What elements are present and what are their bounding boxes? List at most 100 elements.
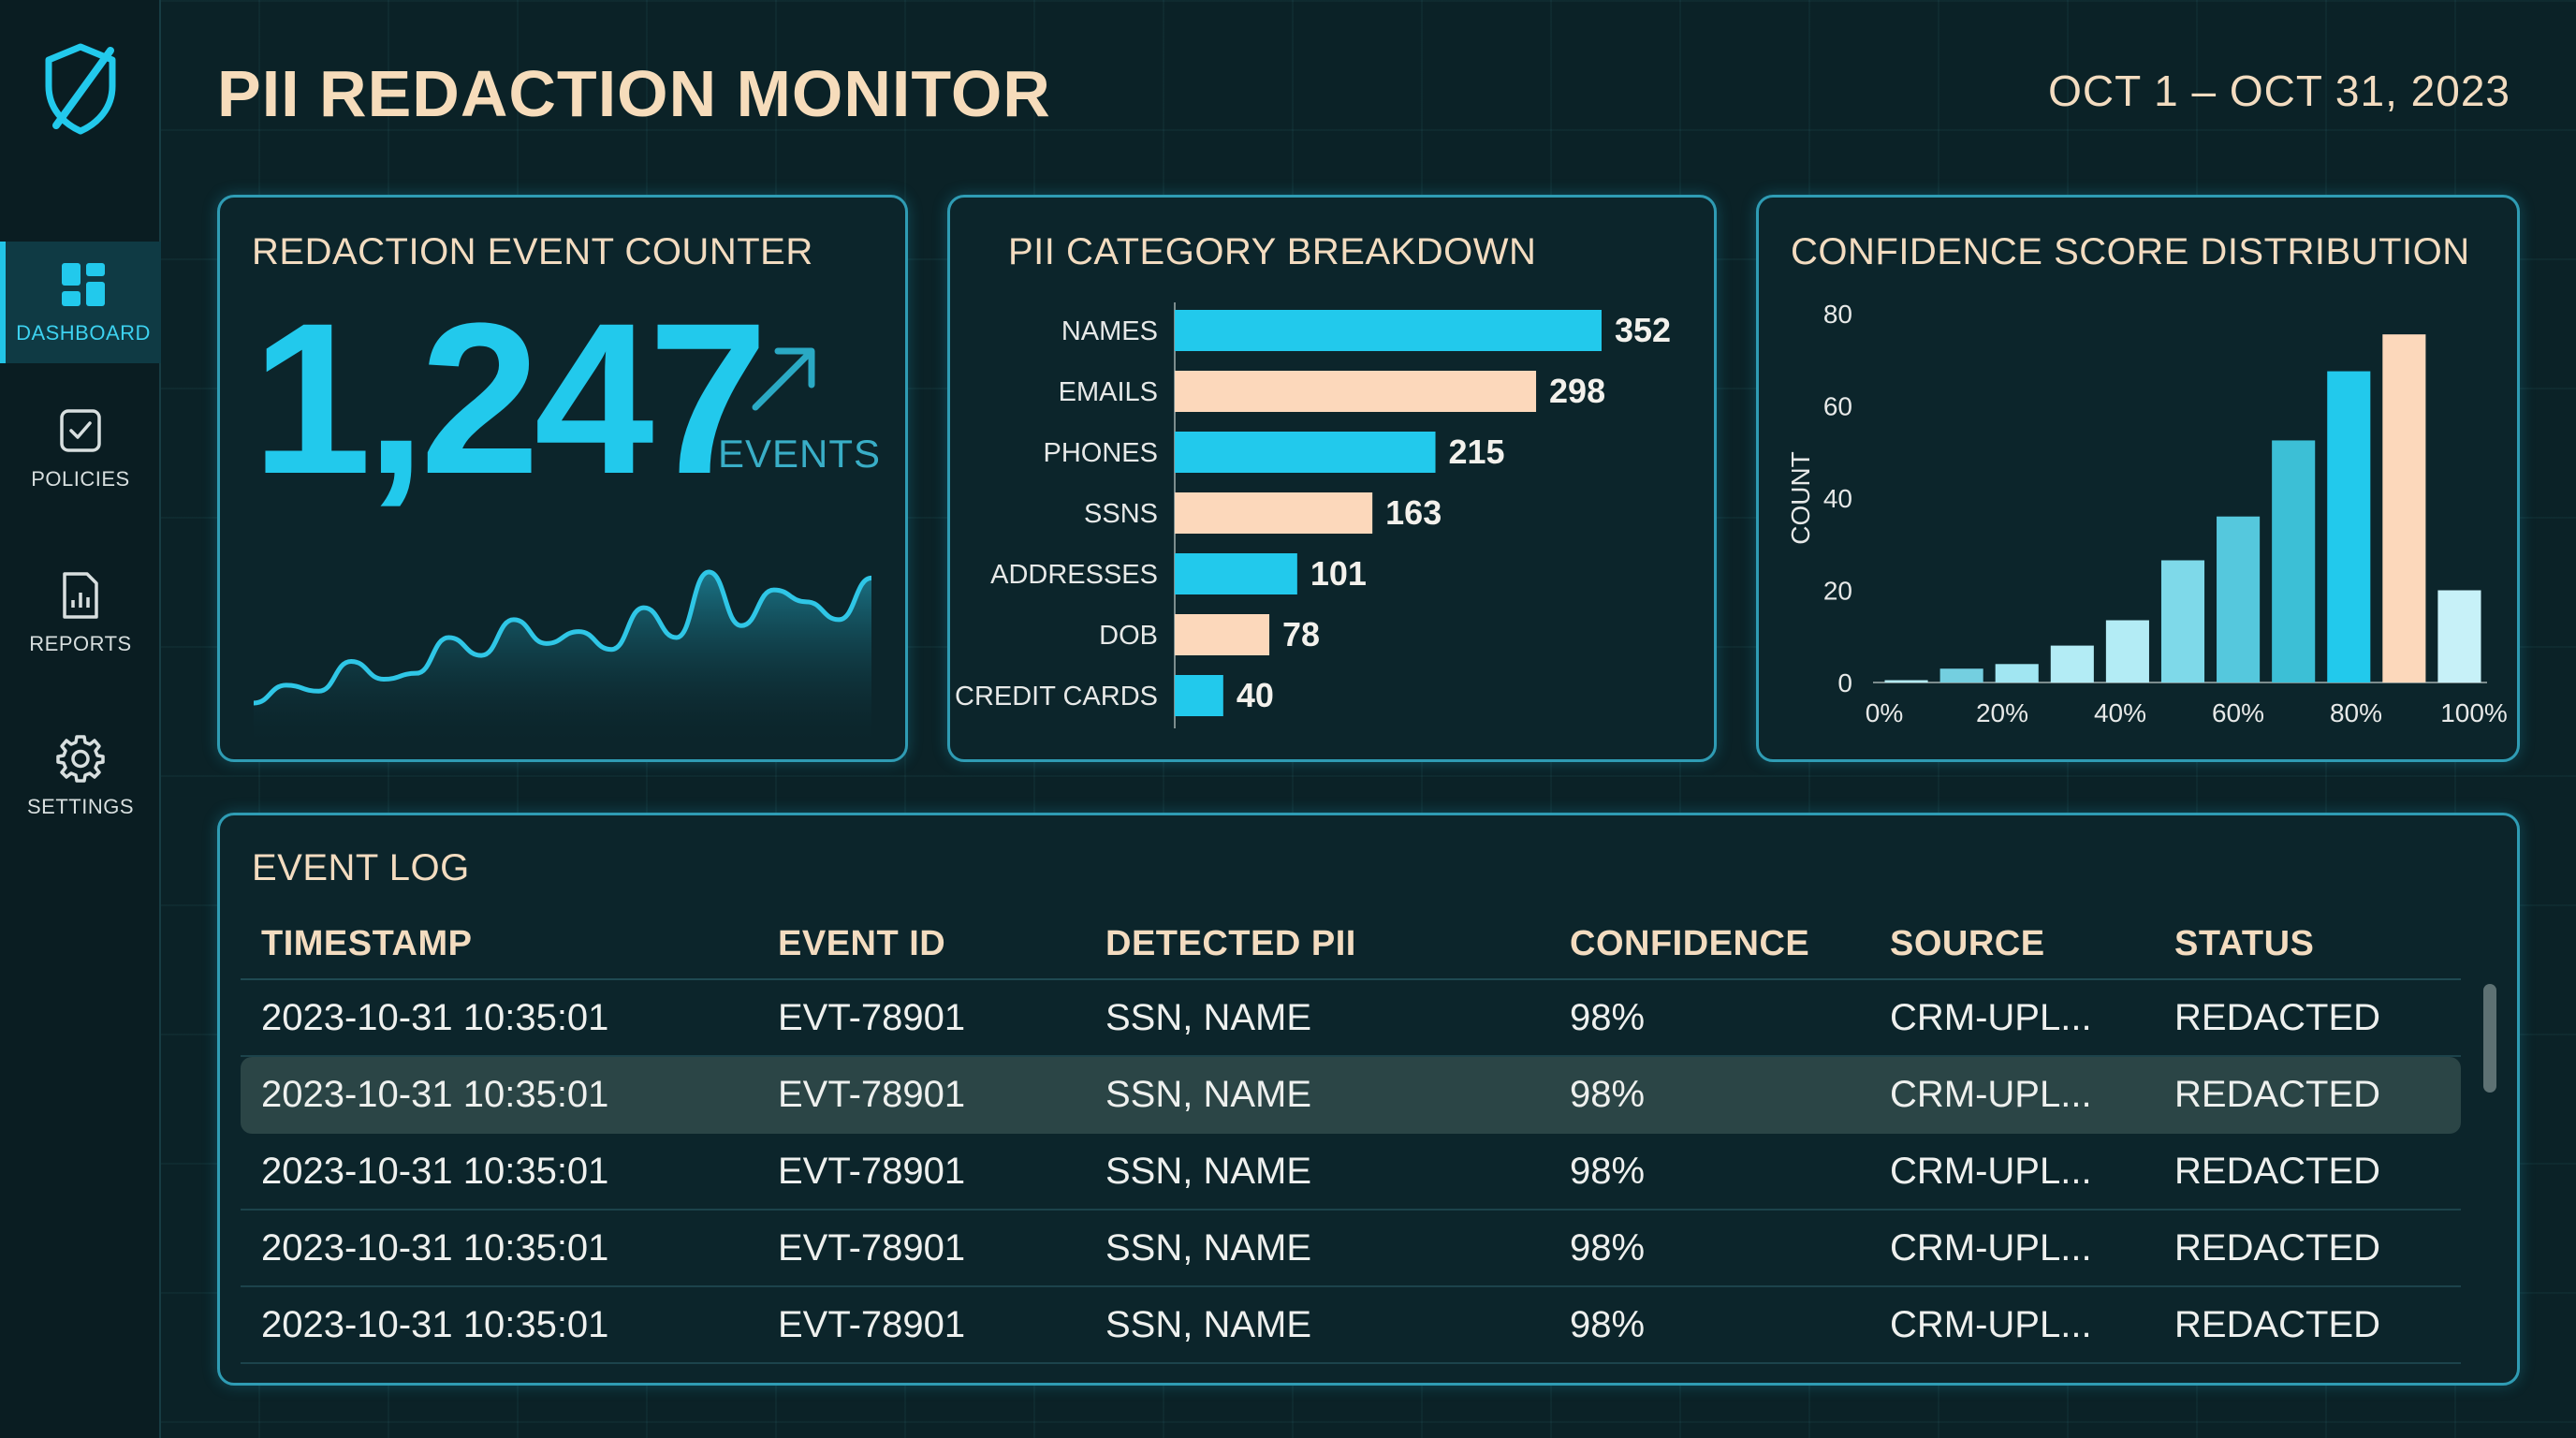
confidence-distribution-panel: CONFIDENCE SCORE DISTRIBUTION 0 20 40 60 80 C…	[1756, 195, 2520, 762]
sparkline-line	[254, 569, 871, 706]
event-count-value: 1,247	[252, 278, 768, 519]
cell-status: REDACTED	[2174, 996, 2381, 1038]
category-bar[interactable]	[1175, 614, 1270, 655]
event-log-panel: EVENT LOG TIMESTAMP EVENT ID DETECTED PI…	[217, 813, 2520, 1386]
category-value-label: 101	[1310, 554, 1367, 593]
cell-detected-pii: SSN, NAME	[1105, 1150, 1312, 1192]
sidebar-item-label: SETTINGS	[26, 795, 134, 818]
dashboard-icon	[62, 263, 105, 306]
cell-timestamp: 2023-10-31 10:35:01	[261, 1073, 609, 1115]
category-bar[interactable]	[1175, 553, 1297, 594]
histogram-bar[interactable]	[2160, 560, 2205, 682]
column-header-source[interactable]: SOURCE	[1890, 923, 2045, 963]
confidence-histogram-chart: 0 20 40 60 80 COUNT 0% 20% 40% 60% 80% 100%	[1786, 300, 2508, 727]
cell-detected-pii: SSN, NAME	[1105, 1303, 1312, 1345]
y-tick-label: 0	[1837, 668, 1852, 697]
table-row[interactable]: 2023-10-31 10:35:01 EVT-78901 SSN, NAME 98%…	[241, 1057, 2461, 1134]
category-bar[interactable]	[1175, 492, 1373, 534]
category-value-label: 163	[1385, 493, 1442, 532]
table-row[interactable]: 2023-10-31 10:35:01 EVT-78901 SSN, NAME 98%…	[241, 980, 2461, 1057]
category-value-label: 40	[1237, 676, 1274, 714]
event-trend-sparkline	[254, 569, 871, 741]
table-row[interactable]: 2023-10-31 10:35:01 EVT-78901 SSN, NAME 98%…	[241, 1211, 2461, 1287]
cell-timestamp: 2023-10-31 10:35:01	[261, 1226, 609, 1269]
sidebar-item-dashboard[interactable]: DASHBOARD	[0, 242, 161, 363]
column-header-event-id[interactable]: EVENT ID	[778, 923, 946, 963]
panel-title: CONFIDENCE SCORE DISTRIBUTION	[1791, 231, 2470, 272]
log-scrollbar-thumb[interactable]	[2483, 984, 2496, 1093]
sidebar-item-policies[interactable]: POLICIES	[0, 388, 161, 509]
category-label: NAMES	[1061, 316, 1158, 346]
category-bar[interactable]	[1175, 675, 1223, 716]
y-tick-label: 60	[1823, 392, 1852, 421]
cell-source: CRM-UPL...	[1890, 1226, 2092, 1269]
histogram-bar[interactable]	[2437, 590, 2481, 683]
panel-title: PII CATEGORY BREAKDOWN	[1008, 231, 1537, 272]
cell-timestamp: 2023-10-31 10:35:01	[261, 1150, 609, 1192]
log-scrollbar[interactable]	[2483, 984, 2496, 1358]
column-header-detected-pii[interactable]: DETECTED PII	[1105, 923, 1356, 963]
category-bar[interactable]	[1175, 432, 1436, 473]
pii-category-bar-chart: NAMES 352 EMAILS 298 PHONES 215 SSNS 163 ADDRESS…	[955, 302, 1671, 728]
cell-status: REDACTED	[2174, 1226, 2381, 1269]
report-chart-icon	[63, 572, 98, 619]
category-value-label: 298	[1549, 372, 1605, 410]
y-axis-label: COUNT	[1786, 451, 1815, 545]
cell-event-id: EVT-78901	[778, 1150, 966, 1192]
cell-event-id: EVT-78901	[778, 1226, 966, 1269]
histogram-bar[interactable]	[2272, 440, 2316, 682]
table-header: TIMESTAMP EVENT ID DETECTED PII CONFIDEN…	[241, 909, 2461, 980]
date-range[interactable]: OCT 1 – OCT 31, 2023	[2048, 66, 2510, 115]
table-row[interactable]: 2023-10-31 10:35:01 EVT-78901 SSN, NAME 98%…	[241, 1134, 2461, 1211]
page-title: PII REDACTION MONITOR	[217, 57, 1051, 130]
cell-event-id: EVT-78901	[778, 996, 966, 1038]
cell-status: REDACTED	[2174, 1150, 2381, 1192]
cell-confidence: 98%	[1570, 1073, 1646, 1115]
clipboard-check-icon	[60, 409, 101, 452]
column-header-timestamp[interactable]: TIMESTAMP	[261, 923, 473, 963]
cell-timestamp: 2023-10-31 10:35:01	[261, 996, 609, 1038]
cell-source: CRM-UPL...	[1890, 1303, 2092, 1345]
histogram-bar[interactable]	[1939, 668, 1983, 682]
histogram-bar[interactable]	[1995, 664, 2039, 682]
cell-source: CRM-UPL...	[1890, 996, 2092, 1038]
cell-event-id: EVT-78901	[778, 1303, 966, 1345]
sidebar-item-label: DASHBOARD	[16, 321, 151, 345]
cell-status: REDACTED	[2174, 1303, 2381, 1345]
histogram-bar[interactable]	[2050, 645, 2094, 682]
cell-confidence: 98%	[1570, 996, 1646, 1038]
cell-status: REDACTED	[2174, 1073, 2381, 1115]
category-bar[interactable]	[1175, 371, 1537, 412]
category-label: EMAILS	[1059, 377, 1158, 407]
x-tick-label: 40%	[2094, 698, 2146, 727]
category-value-label: 78	[1282, 615, 1320, 653]
category-bar[interactable]	[1175, 310, 1602, 351]
category-label: ADDRESSES	[990, 560, 1158, 590]
histogram-bar[interactable]	[2327, 371, 2371, 682]
sidebar-item-settings[interactable]: SETTINGS	[0, 715, 161, 837]
sidebar-item-label: POLICIES	[31, 467, 130, 491]
histogram-bar[interactable]	[2382, 334, 2426, 682]
column-header-status[interactable]: STATUS	[2174, 923, 2315, 963]
table-row[interactable]: 2023-10-31 10:35:01 EVT-78901 SSN, NAME 98%…	[241, 1287, 2461, 1364]
x-tick-label: 80%	[2330, 698, 2382, 727]
y-tick-label: 40	[1823, 484, 1852, 513]
cell-detected-pii: SSN, NAME	[1105, 996, 1312, 1038]
panel-title: EVENT LOG	[252, 847, 470, 888]
cell-detected-pii: SSN, NAME	[1105, 1073, 1312, 1115]
cell-detected-pii: SSN, NAME	[1105, 1226, 1312, 1269]
cell-timestamp: 2023-10-31 10:35:01	[261, 1303, 609, 1345]
histogram-bar[interactable]	[2217, 516, 2261, 682]
histogram-bar[interactable]	[1884, 680, 1928, 682]
sidebar-item-reports[interactable]: REPORTS	[0, 552, 161, 674]
panel-title: REDACTION EVENT COUNTER	[252, 231, 813, 272]
cell-confidence: 98%	[1570, 1303, 1646, 1345]
redaction-counter-panel: REDACTION EVENT COUNTER 1,247 EVENTS	[217, 195, 908, 762]
cell-source: CRM-UPL...	[1890, 1150, 2092, 1192]
y-tick-label: 20	[1823, 577, 1852, 606]
event-log-table: TIMESTAMP EVENT ID DETECTED PII CONFIDEN…	[241, 909, 2461, 1364]
category-value-label: 352	[1615, 311, 1671, 349]
histogram-bar[interactable]	[2105, 620, 2149, 682]
column-header-confidence[interactable]: CONFIDENCE	[1570, 923, 1810, 963]
x-tick-label: 0%	[1866, 698, 1903, 727]
